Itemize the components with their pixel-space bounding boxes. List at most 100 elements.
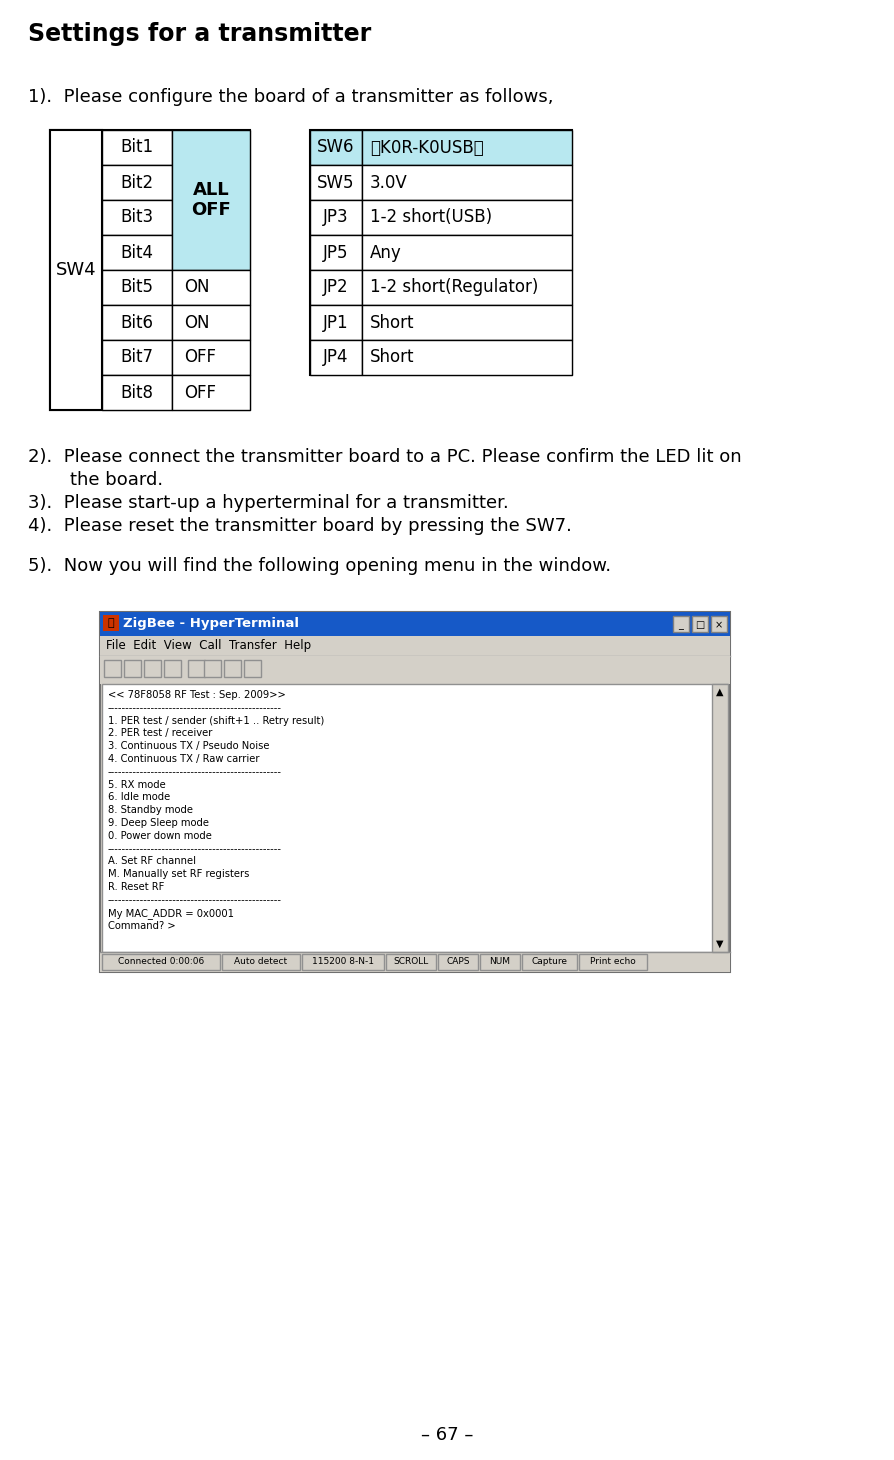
Bar — [50, 130, 249, 410]
Bar — [144, 660, 161, 677]
Text: Bit7: Bit7 — [121, 349, 154, 366]
Bar — [172, 305, 249, 340]
Bar — [361, 235, 571, 270]
Text: ▲: ▲ — [715, 688, 723, 696]
Text: JP5: JP5 — [323, 244, 349, 261]
Bar — [100, 612, 730, 637]
Bar — [102, 305, 172, 340]
Bar — [361, 340, 571, 375]
Bar — [50, 130, 102, 410]
Bar — [361, 165, 571, 200]
Bar — [361, 305, 571, 340]
Text: Any: Any — [369, 244, 401, 261]
Bar — [124, 660, 141, 677]
Text: ON: ON — [184, 279, 209, 296]
Bar — [172, 270, 249, 305]
Text: SW5: SW5 — [316, 174, 354, 191]
Text: 『K0R-K0USB』: 『K0R-K0USB』 — [369, 139, 484, 156]
Bar — [361, 130, 571, 165]
Bar — [100, 637, 730, 656]
Bar — [309, 270, 361, 305]
Text: NUM: NUM — [489, 958, 510, 967]
Bar — [100, 952, 730, 972]
Bar — [578, 953, 646, 969]
Bar — [102, 165, 172, 200]
Bar — [103, 615, 119, 631]
Text: 3).  Please start-up a hyperterminal for a transmitter.: 3). Please start-up a hyperterminal for … — [28, 493, 508, 512]
Text: Auto detect: Auto detect — [234, 958, 287, 967]
Bar — [479, 953, 519, 969]
Text: JP4: JP4 — [323, 349, 349, 366]
Bar — [102, 953, 220, 969]
Bar — [222, 953, 299, 969]
Text: CAPS: CAPS — [446, 958, 469, 967]
Bar — [102, 340, 172, 375]
Text: JP1: JP1 — [323, 314, 349, 331]
Bar — [385, 953, 435, 969]
Text: ZigBee - HyperTerminal: ZigBee - HyperTerminal — [122, 618, 299, 631]
Bar — [102, 375, 172, 410]
Bar — [164, 660, 181, 677]
Text: Bit6: Bit6 — [121, 314, 154, 331]
Text: – 67 –: – 67 – — [421, 1426, 473, 1444]
Text: SCROLL: SCROLL — [393, 958, 428, 967]
Text: Capture: Capture — [531, 958, 567, 967]
Text: _: _ — [678, 620, 683, 631]
Text: Connected 0:00:06: Connected 0:00:06 — [118, 958, 204, 967]
Text: 1).  Please configure the board of a transmitter as follows,: 1). Please configure the board of a tran… — [28, 88, 552, 107]
Bar — [361, 270, 571, 305]
Bar — [712, 683, 727, 952]
Text: 5).  Now you will find the following opening menu in the window.: 5). Now you will find the following open… — [28, 558, 611, 575]
Bar — [710, 616, 726, 632]
Text: Settings for a transmitter: Settings for a transmitter — [28, 22, 371, 47]
Text: Bit1: Bit1 — [121, 139, 154, 156]
Text: Bit3: Bit3 — [121, 209, 154, 226]
Text: 2).  Please connect the transmitter board to a PC. Please confirm the LED lit on: 2). Please connect the transmitter board… — [28, 448, 741, 466]
Bar — [309, 130, 361, 165]
Bar — [309, 165, 361, 200]
Bar — [301, 953, 384, 969]
Text: ALL
OFF: ALL OFF — [191, 181, 231, 219]
Bar — [309, 340, 361, 375]
Bar — [309, 200, 361, 235]
Text: Bit2: Bit2 — [121, 174, 154, 191]
Text: Bit8: Bit8 — [121, 384, 154, 402]
Text: 3.0V: 3.0V — [369, 174, 408, 191]
Text: 🔥: 🔥 — [107, 618, 114, 628]
Bar — [309, 130, 571, 375]
Text: SW4: SW4 — [55, 261, 97, 279]
Bar — [102, 130, 172, 165]
Bar — [188, 660, 205, 677]
Text: ▼: ▼ — [715, 939, 723, 949]
Bar — [172, 375, 249, 410]
Text: Bit4: Bit4 — [121, 244, 154, 261]
Bar — [102, 235, 172, 270]
Text: File  Edit  View  Call  Transfer  Help: File Edit View Call Transfer Help — [105, 639, 311, 653]
Text: Print echo: Print echo — [589, 958, 635, 967]
Bar — [102, 200, 172, 235]
Text: Bit5: Bit5 — [121, 279, 154, 296]
Text: ON: ON — [184, 314, 209, 331]
Bar — [100, 656, 730, 683]
Bar — [437, 953, 477, 969]
Bar — [521, 953, 577, 969]
Bar — [172, 340, 249, 375]
Bar — [204, 660, 221, 677]
Text: << 78F8058 RF Test : Sep. 2009>>
-----------------------------------------------: << 78F8058 RF Test : Sep. 2009>> -------… — [108, 691, 324, 931]
Bar — [102, 683, 727, 952]
Text: ×: × — [714, 620, 722, 631]
Text: 4).  Please reset the transmitter board by pressing the SW7.: 4). Please reset the transmitter board b… — [28, 517, 571, 534]
Text: □: □ — [695, 620, 704, 631]
Bar — [172, 130, 249, 270]
Text: OFF: OFF — [184, 349, 215, 366]
Bar — [309, 305, 361, 340]
Text: 1-2 short(USB): 1-2 short(USB) — [369, 209, 492, 226]
Bar — [102, 270, 172, 305]
Bar — [100, 612, 730, 972]
Text: Short: Short — [369, 349, 414, 366]
Bar — [672, 616, 688, 632]
Text: OFF: OFF — [184, 384, 215, 402]
Bar — [691, 616, 707, 632]
Text: 1-2 short(Regulator): 1-2 short(Regulator) — [369, 279, 538, 296]
Bar — [244, 660, 261, 677]
